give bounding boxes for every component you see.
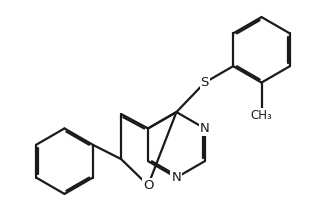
Text: O: O (143, 179, 153, 192)
Text: S: S (200, 76, 209, 89)
Text: N: N (200, 122, 210, 135)
Text: CH₃: CH₃ (251, 109, 273, 122)
Text: N: N (171, 171, 181, 184)
